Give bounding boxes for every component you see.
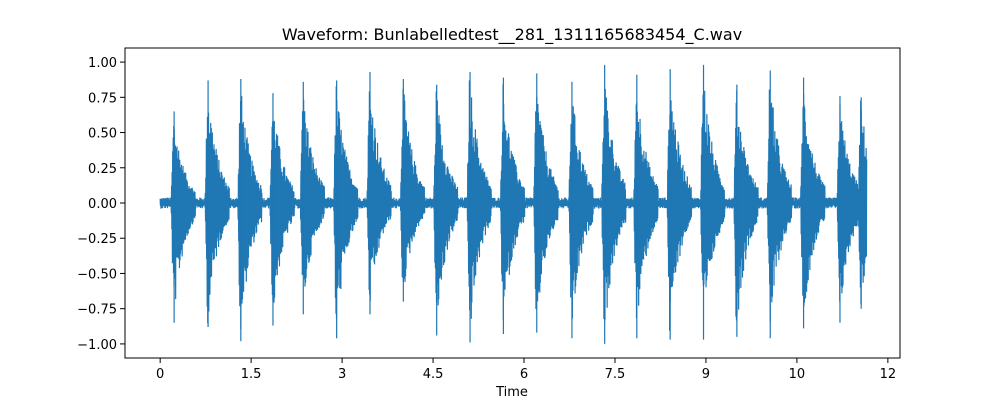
x-tick-label: 3: [338, 367, 346, 382]
y-tick-label: 1.00: [88, 56, 117, 71]
y-tick-label: −0.50: [77, 267, 117, 282]
x-tick-label: 1.5: [241, 367, 262, 382]
y-tick-label: 0.25: [88, 162, 117, 177]
x-axis: 0 1.5 3 4.5 6 7.5 9 10 12: [156, 358, 896, 382]
x-tick-label: 12: [880, 367, 897, 382]
x-tick-label: 10: [789, 367, 806, 382]
x-axis-label: Time: [495, 385, 528, 400]
waveform-series-line: [159, 80, 868, 331]
x-tick-label: 0: [156, 367, 164, 382]
y-tick-label: 0.50: [88, 127, 117, 142]
y-tick-label: −0.25: [77, 232, 117, 247]
x-tick-label: 7.5: [605, 367, 626, 382]
x-tick-label: 6: [520, 367, 528, 382]
y-tick-label: 0.75: [88, 91, 117, 106]
x-tick-label: 4.5: [423, 367, 444, 382]
plot-area: [159, 64, 868, 344]
x-tick-label: 9: [702, 367, 710, 382]
y-tick-label: −0.75: [77, 303, 117, 318]
chart-title: Waveform: Bunlabelledtest__281_131116568…: [282, 25, 742, 45]
y-axis: −1.00 −0.75 −0.50 −0.25 0.00 0.25 0.50 0.75 1.00: [77, 56, 125, 353]
y-tick-label: 0.00: [88, 197, 117, 212]
y-tick-label: −1.00: [77, 338, 117, 353]
axes-frame: [124, 47, 901, 359]
